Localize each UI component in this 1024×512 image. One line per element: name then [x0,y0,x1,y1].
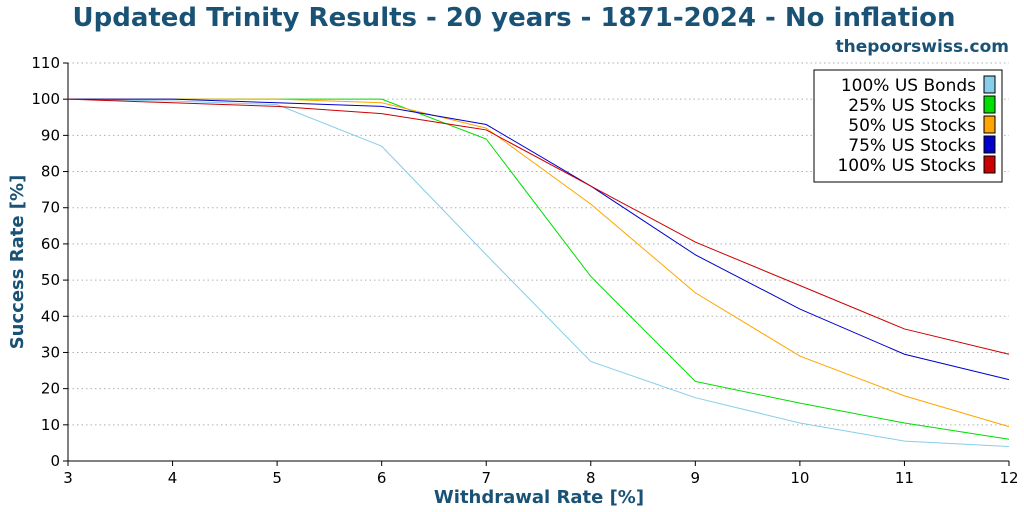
legend-swatch [983,75,996,94]
y-axis-label: Success Rate [%] [7,175,28,350]
x-tick-label: 10 [790,469,809,487]
chart-title: Updated Trinity Results - 20 years - 187… [72,3,955,33]
y-tick-label: 0 [50,452,60,470]
x-tick-label: 5 [272,469,282,487]
y-axis-ticks: 0 10 20 30 40 50 60 70 80 90 100 110 [31,54,68,470]
x-axis-label: Withdrawal Rate [%] [434,487,644,508]
chart-subtitle: thepoorswiss.com [836,37,1010,57]
legend-swatch [983,135,996,154]
x-tick-label: 8 [586,469,596,487]
y-tick-label: 40 [41,307,60,325]
legend-label: 50% US Stocks [848,116,976,136]
y-tick-label: 50 [41,271,60,289]
y-tick-label: 110 [31,54,60,72]
legend-swatch [983,115,996,134]
legend-box [813,69,1003,183]
x-axis-ticks: 3 4 5 6 7 8 9 10 11 12 [63,461,1019,487]
legend-label: 100% US Bonds [841,76,976,96]
y-tick-label: 70 [41,199,60,217]
x-tick-label: 4 [168,469,178,487]
x-tick-label: 6 [377,469,387,487]
series-line-1 [67,98,1010,448]
legend-label: 75% US Stocks [848,136,976,156]
y-tick-label: 10 [41,416,60,434]
x-tick-label: 7 [481,469,491,487]
x-tick-label: 11 [895,469,914,487]
series-line-5 [67,98,1010,355]
x-tick-label: 12 [999,469,1018,487]
legend-label: 25% US Stocks [848,96,976,116]
y-tick-label: 90 [41,126,60,144]
series-lines [67,98,1010,448]
axes [67,63,1009,462]
y-tick-label: 30 [41,343,60,361]
y-tick-label: 20 [41,380,60,398]
series-line-3 [68,98,1010,428]
y-tick-label: 60 [41,235,60,253]
series-line-4 [68,98,1010,381]
x-tick-label: 9 [691,469,701,487]
legend-label: 100% US Stocks [837,156,976,176]
y-tick-label: 80 [41,163,60,181]
legend-swatch [983,155,996,174]
x-tick-label: 3 [63,469,73,487]
y-tick-label: 100 [31,90,60,108]
legend-swatch [983,95,996,114]
